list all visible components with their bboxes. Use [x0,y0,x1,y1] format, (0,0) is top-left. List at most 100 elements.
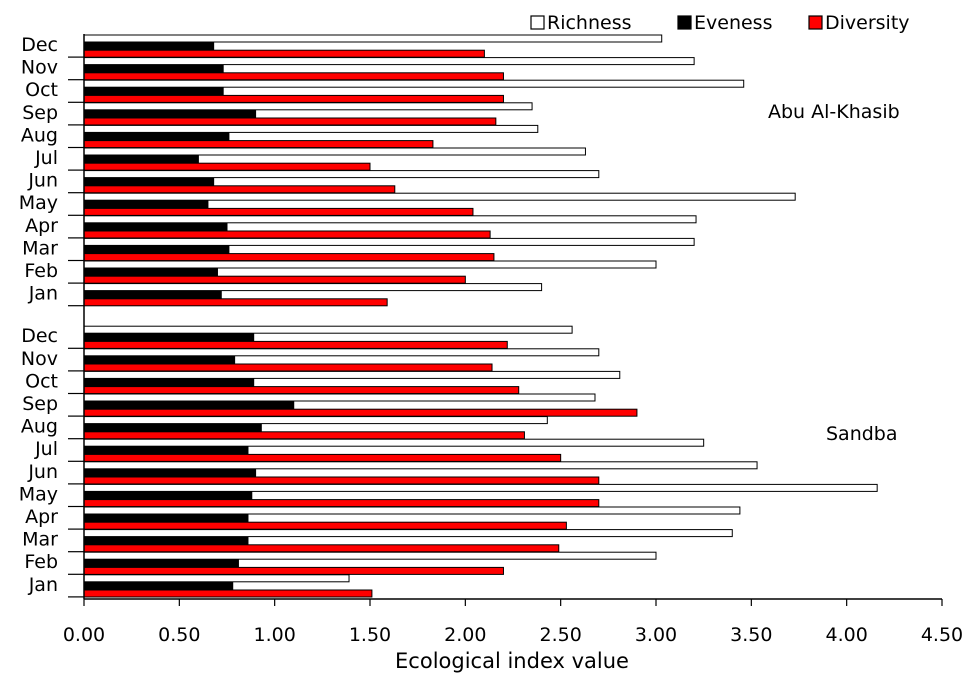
y-tick-label: Sep [22,102,58,124]
bar-diversity-abu-jan [83,298,388,307]
bar-eveness-abu-jan [83,290,222,299]
x-tick-label: 2.50 [540,624,582,646]
bar-eveness-sandba-jun [83,468,257,477]
bar-richness-abu-jan [83,283,543,292]
bar-diversity-sandba-jan [83,589,373,598]
bar-richness-sandba-feb [83,551,657,560]
bar-diversity-abu-mar [83,253,495,262]
bar-diversity-abu-jun [83,185,396,194]
bar-diversity-sandba-oct [83,386,520,395]
x-tick-label: 0.50 [158,624,200,646]
bar-richness-abu-mar [83,237,695,246]
bar-eveness-sandba-oct [83,378,255,387]
bar-diversity-abu-feb [83,275,466,284]
bar-eveness-abu-apr [83,222,228,231]
bar-diversity-abu-nov [83,72,504,81]
legend: Richness Eveness Diversity [530,12,910,34]
bar-richness-sandba-dec [83,325,573,334]
group-label-abu-al-khasib: Abu Al-Khasib [768,101,900,123]
y-tick-label: Mar [22,529,58,551]
bar-eveness-sandba-may [83,491,253,500]
bar-eveness-abu-aug [83,132,230,141]
bar-richness-sandba-nov [83,348,600,357]
bars-layer [83,34,878,598]
bar-eveness-abu-mar [83,245,230,254]
bar-richness-abu-may [83,192,796,201]
bar-richness-abu-apr [83,215,697,224]
bar-richness-sandba-aug [83,416,548,425]
y-tick-label: Nov [21,348,58,370]
legend-swatch-diversity [808,15,823,30]
bar-richness-abu-oct [83,79,745,88]
bar-eveness-sandba-aug [83,423,262,432]
bar-diversity-sandba-apr [83,521,567,530]
y-tick-label: Jan [28,574,58,596]
bar-eveness-abu-oct [83,87,224,96]
bar-richness-sandba-sep [83,393,596,402]
x-tick-label: 1.00 [254,624,296,646]
bar-diversity-sandba-feb [83,566,504,575]
y-tick-label: Dec [21,34,58,56]
bar-eveness-sandba-mar [83,536,249,545]
bar-richness-sandba-apr [83,506,741,515]
bar-eveness-sandba-sep [83,401,295,410]
bar-richness-abu-feb [83,260,657,269]
y-tick-label: Oct [25,79,58,101]
legend-label-eveness: Eveness [694,12,772,34]
bar-eveness-abu-dec [83,42,215,51]
bar-eveness-abu-may [83,200,209,209]
bar-eveness-abu-nov [83,64,224,73]
bar-diversity-sandba-dec [83,340,508,349]
y-tick-label: Feb [24,551,58,573]
y-tick-label: Oct [25,370,58,392]
axes-layer [68,34,943,606]
y-tick-label: Jul [34,147,58,169]
bar-diversity-abu-aug [83,140,434,149]
x-tick-label: 3.50 [730,624,772,646]
legend-swatch-eveness [677,15,692,30]
y-tick-label: Jun [27,170,58,192]
bar-diversity-sandba-jun [83,476,600,485]
labels-layer: DecNovOctSepAugJulJunMayAprMarFebJanDecN… [19,34,963,646]
bar-eveness-sandba-feb [83,559,239,568]
bar-richness-sandba-jan [83,574,350,583]
legend-label-richness: Richness [547,12,632,34]
bar-diversity-abu-dec [83,49,485,58]
bar-diversity-sandba-mar [83,544,560,553]
legend-swatch-richness [530,15,545,30]
y-tick-label: Feb [24,260,58,282]
bar-diversity-sandba-aug [83,431,525,440]
bar-eveness-sandba-jul [83,446,249,455]
bar-eveness-abu-feb [83,268,218,277]
bar-richness-sandba-jul [83,438,705,447]
bar-richness-abu-sep [83,102,533,111]
x-tick-label: 4.00 [826,624,868,646]
y-tick-label: Dec [21,325,58,347]
y-tick-label: Apr [25,506,58,528]
bar-diversity-sandba-nov [83,363,493,372]
x-tick-label: 2.00 [444,624,486,646]
bar-richness-sandba-jun [83,461,758,470]
bar-eveness-abu-jun [83,177,215,186]
bar-diversity-abu-apr [83,230,491,239]
y-tick-label: Sep [22,393,58,415]
bar-eveness-sandba-apr [83,514,249,523]
bar-diversity-sandba-jul [83,453,562,462]
x-tick-label: 4.50 [921,624,963,646]
y-tick-label: Jan [28,283,58,305]
bar-richness-abu-jul [83,147,586,156]
x-axis-title: Ecological index value [395,649,629,673]
bar-diversity-sandba-may [83,499,600,508]
bar-diversity-abu-may [83,207,474,216]
bar-eveness-abu-jul [83,155,199,164]
y-tick-label: Nov [21,57,58,79]
bar-richness-sandba-oct [83,370,621,379]
y-tick-label: Aug [21,416,58,438]
bar-richness-abu-nov [83,57,695,66]
y-tick-label: Jun [27,461,58,483]
bar-richness-sandba-may [83,483,878,492]
y-tick-label: Aug [21,124,58,146]
bar-eveness-sandba-jan [83,581,234,590]
bar-richness-sandba-mar [83,529,733,538]
